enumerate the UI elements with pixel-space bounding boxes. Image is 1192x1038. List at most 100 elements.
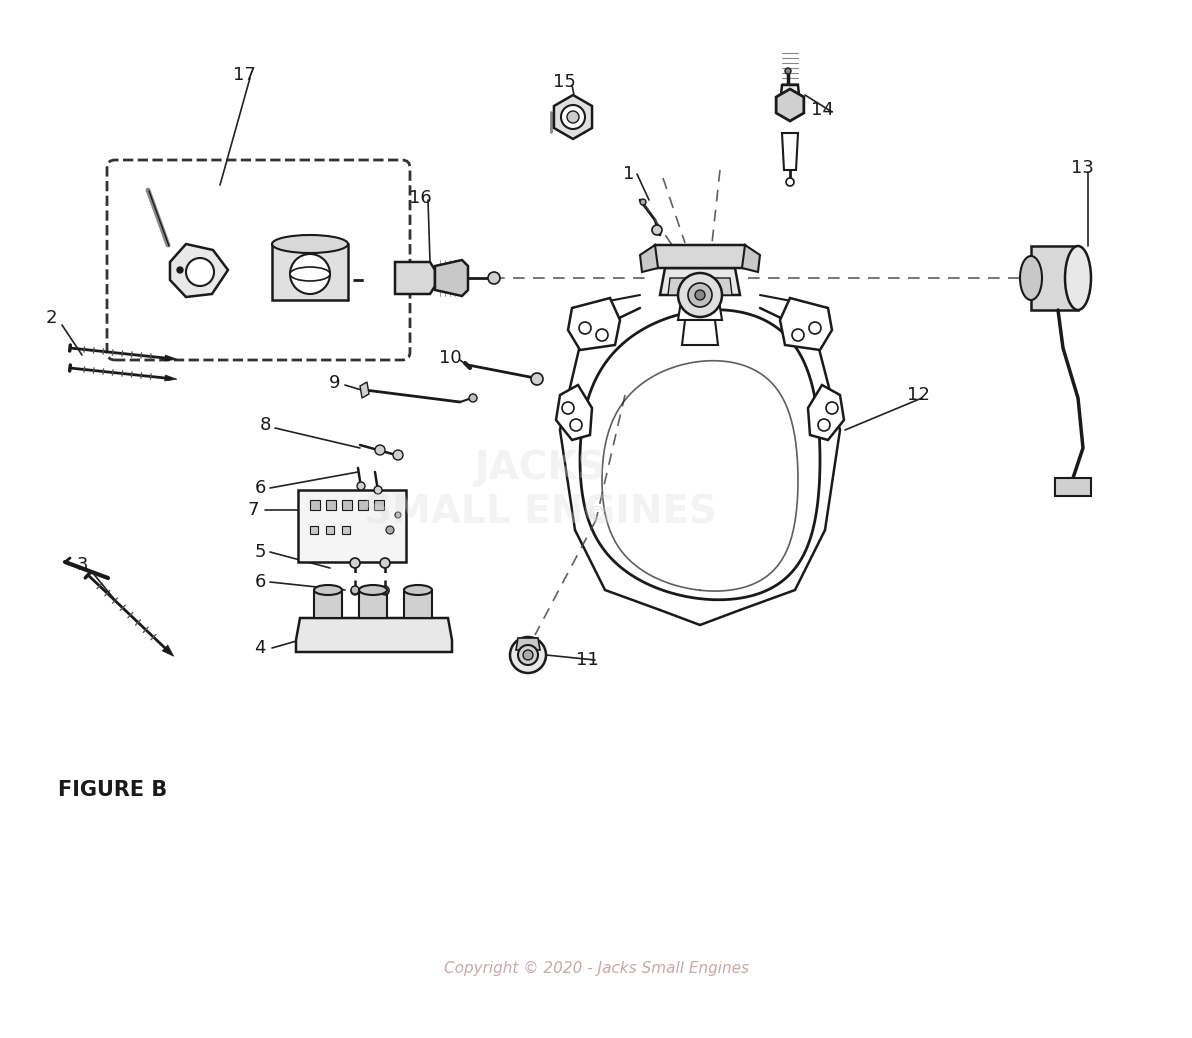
Text: 10: 10 bbox=[439, 349, 461, 367]
Text: 4: 4 bbox=[254, 639, 266, 657]
Polygon shape bbox=[296, 618, 452, 652]
Text: FIGURE B: FIGURE B bbox=[58, 780, 167, 800]
Circle shape bbox=[652, 225, 662, 235]
Text: 7: 7 bbox=[247, 501, 259, 519]
Ellipse shape bbox=[359, 585, 387, 595]
Polygon shape bbox=[360, 382, 370, 398]
Polygon shape bbox=[164, 355, 176, 361]
Circle shape bbox=[561, 105, 585, 129]
Circle shape bbox=[488, 272, 499, 284]
Circle shape bbox=[356, 482, 365, 490]
Text: 3: 3 bbox=[76, 556, 88, 574]
Text: 13: 13 bbox=[1070, 159, 1093, 177]
Bar bbox=[342, 500, 352, 510]
Circle shape bbox=[695, 290, 704, 300]
Polygon shape bbox=[581, 309, 820, 600]
Polygon shape bbox=[554, 95, 592, 139]
Text: ©: © bbox=[586, 506, 606, 524]
Polygon shape bbox=[808, 385, 844, 440]
Polygon shape bbox=[668, 278, 732, 295]
Ellipse shape bbox=[404, 585, 432, 595]
Bar bbox=[358, 500, 368, 510]
Circle shape bbox=[570, 419, 582, 431]
Circle shape bbox=[519, 645, 538, 665]
Circle shape bbox=[386, 526, 395, 534]
Polygon shape bbox=[395, 262, 435, 294]
Polygon shape bbox=[404, 590, 432, 618]
Text: 15: 15 bbox=[553, 73, 576, 91]
Circle shape bbox=[176, 267, 184, 273]
Polygon shape bbox=[780, 85, 800, 105]
Circle shape bbox=[523, 650, 533, 660]
Text: 5: 5 bbox=[254, 543, 266, 561]
Ellipse shape bbox=[1064, 246, 1091, 310]
Circle shape bbox=[561, 402, 575, 414]
Text: 1: 1 bbox=[623, 165, 634, 183]
Circle shape bbox=[567, 111, 579, 122]
Polygon shape bbox=[640, 245, 658, 272]
Polygon shape bbox=[780, 298, 832, 350]
Circle shape bbox=[186, 258, 215, 286]
Bar bbox=[1055, 479, 1091, 496]
Text: 9: 9 bbox=[329, 374, 341, 392]
Text: 14: 14 bbox=[811, 101, 833, 119]
Circle shape bbox=[818, 419, 830, 431]
FancyBboxPatch shape bbox=[107, 160, 410, 360]
Polygon shape bbox=[682, 320, 718, 345]
Text: 6: 6 bbox=[254, 479, 266, 497]
Polygon shape bbox=[1031, 246, 1078, 310]
Circle shape bbox=[510, 637, 546, 673]
Circle shape bbox=[579, 322, 591, 334]
Text: 2: 2 bbox=[45, 309, 57, 327]
Text: 8: 8 bbox=[260, 416, 271, 434]
Text: Copyright © 2020 - Jacks Small Engines: Copyright © 2020 - Jacks Small Engines bbox=[443, 960, 749, 976]
Polygon shape bbox=[776, 89, 803, 121]
Circle shape bbox=[786, 177, 794, 186]
Circle shape bbox=[786, 69, 791, 74]
Circle shape bbox=[350, 588, 359, 595]
Circle shape bbox=[393, 450, 403, 460]
Bar bbox=[310, 526, 318, 534]
Polygon shape bbox=[660, 268, 740, 295]
Bar bbox=[325, 500, 336, 510]
Bar bbox=[374, 500, 384, 510]
Circle shape bbox=[809, 322, 821, 334]
Circle shape bbox=[530, 373, 544, 385]
Circle shape bbox=[374, 486, 381, 494]
Circle shape bbox=[375, 445, 385, 455]
Circle shape bbox=[688, 283, 712, 307]
Text: 11: 11 bbox=[576, 651, 598, 670]
Circle shape bbox=[381, 586, 389, 594]
Bar bbox=[342, 526, 350, 534]
Circle shape bbox=[678, 273, 722, 317]
Text: 16: 16 bbox=[409, 189, 432, 207]
Circle shape bbox=[395, 512, 401, 518]
Polygon shape bbox=[678, 295, 722, 320]
Polygon shape bbox=[569, 298, 620, 350]
Text: JACKS
SMALL ENGINES: JACKS SMALL ENGINES bbox=[364, 449, 716, 531]
Ellipse shape bbox=[1020, 256, 1042, 300]
Ellipse shape bbox=[272, 235, 348, 253]
Ellipse shape bbox=[313, 585, 342, 595]
Text: 6: 6 bbox=[254, 573, 266, 591]
Polygon shape bbox=[272, 244, 348, 300]
Polygon shape bbox=[555, 385, 592, 440]
Circle shape bbox=[350, 586, 359, 594]
Ellipse shape bbox=[290, 267, 330, 281]
Circle shape bbox=[640, 199, 646, 204]
Polygon shape bbox=[170, 244, 228, 297]
Bar bbox=[310, 500, 319, 510]
Polygon shape bbox=[162, 645, 174, 656]
Bar bbox=[298, 490, 406, 562]
Circle shape bbox=[468, 394, 477, 402]
Polygon shape bbox=[652, 245, 749, 268]
Circle shape bbox=[381, 588, 389, 595]
Text: 17: 17 bbox=[232, 66, 255, 84]
Circle shape bbox=[350, 558, 360, 568]
Circle shape bbox=[596, 329, 608, 342]
Circle shape bbox=[290, 254, 330, 294]
Polygon shape bbox=[435, 260, 468, 296]
Polygon shape bbox=[516, 638, 540, 650]
Text: 12: 12 bbox=[907, 386, 930, 404]
Polygon shape bbox=[359, 590, 387, 618]
